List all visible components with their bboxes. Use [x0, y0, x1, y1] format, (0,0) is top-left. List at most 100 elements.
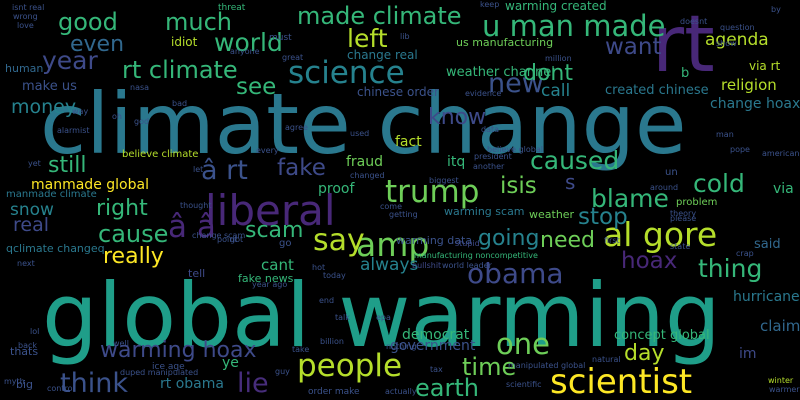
word-via: via [773, 181, 794, 197]
word-actually: actually [385, 387, 417, 396]
word-climate-change: climate change [40, 75, 687, 173]
word-want: want [605, 34, 662, 60]
word-biggest: biggest [429, 176, 459, 185]
word-created-chinese: created chinese [605, 83, 709, 98]
word-people: people [297, 348, 403, 384]
word-god: god [134, 117, 150, 126]
word-us-manufacturing: us manufacturing [456, 36, 554, 49]
word-lie: lie [237, 368, 269, 399]
word-state: state [670, 242, 691, 251]
word-democrat: democrat [402, 327, 470, 343]
word-world-leader: world leader [442, 261, 492, 270]
word-cant: cant [261, 256, 294, 274]
word-new: new [488, 68, 544, 99]
word-earth: earth [415, 374, 479, 400]
word-cause: cause [98, 220, 169, 248]
word-wrong: wrong [13, 12, 38, 21]
word-warming-created: warming created [505, 0, 607, 13]
word-amp: amp [356, 225, 430, 264]
word-man: man [716, 130, 734, 139]
word-change-real: change real [347, 48, 418, 62]
word-changed: changed [350, 171, 385, 180]
word-stop: stop [578, 204, 628, 230]
word-s: s [565, 170, 576, 194]
word-bad: bad [172, 99, 188, 108]
word-pope: pope [730, 145, 750, 154]
word-order-make: order make [308, 387, 360, 397]
word-scientist: scientist [550, 362, 693, 400]
word-by: by [771, 5, 781, 14]
word-believe-climate: believe climate [122, 149, 199, 160]
word-b: b [681, 66, 690, 81]
word-stupid: stupid [455, 239, 480, 248]
word-show: show [716, 39, 737, 48]
word-got: got [230, 235, 244, 244]
word-alarmist: alarmist [57, 126, 90, 135]
word-blame: blame [591, 184, 669, 213]
word-right: right [96, 196, 148, 221]
word-thing: thing [698, 254, 763, 283]
word-big: big [16, 378, 34, 391]
word-warming-data: warming data [396, 234, 473, 247]
word-trump: trump [385, 174, 480, 210]
word-need: need [540, 228, 595, 253]
word-winter: winter [768, 376, 794, 385]
word-let: let [193, 165, 204, 174]
word-end: end [319, 296, 335, 305]
word-million: million [545, 54, 572, 63]
word-epa: epa [376, 313, 391, 322]
word-proof: proof [318, 181, 355, 197]
word-weather-channel: weather channel [446, 65, 555, 80]
word-religion: religion [721, 76, 777, 94]
word-a-a: â â [168, 209, 216, 245]
word-warming-scam: warming scam [444, 205, 525, 218]
word-real: real [13, 214, 50, 236]
word-money: money [11, 96, 77, 118]
word-a-rt: â rt [201, 155, 248, 186]
word-tax: tax [430, 365, 443, 374]
word-day: day [624, 341, 665, 366]
word-great: great [282, 53, 304, 62]
word-u-man-made: u man made [482, 9, 666, 43]
word-year: year [42, 46, 98, 75]
word-data: data [481, 125, 500, 134]
word-lib: lib [400, 32, 410, 41]
word-change-hoax: change hoax [710, 96, 800, 112]
word-back: back [18, 341, 38, 350]
word-always: always [360, 255, 419, 275]
word-thats: thats [10, 345, 39, 358]
word-manmade-climate: manmade climate [6, 189, 97, 200]
word-way: way [72, 107, 89, 116]
word-weather: weather [529, 208, 575, 221]
word-un: un [665, 167, 678, 178]
word-love: love [17, 21, 34, 30]
word-question: question [720, 23, 755, 32]
word-fake-news: fake news [238, 272, 294, 285]
word-threat: threat [218, 3, 246, 13]
word-left: left [347, 24, 388, 53]
word-made-climate: made climate [297, 2, 462, 30]
word-talk: talk [335, 313, 350, 322]
word-today: today [323, 271, 346, 280]
word-keep: keep [480, 0, 500, 9]
word-say: say [313, 223, 365, 258]
word-getting: getting [389, 210, 418, 219]
word-american: american [762, 149, 800, 158]
word-really: really [103, 244, 164, 269]
word-take: take [292, 345, 310, 354]
word-fake: fake [277, 155, 326, 181]
word-lol: lol [30, 327, 40, 336]
word-ice-age: ice age [152, 362, 185, 372]
word-manipulated-global: manipulated global [508, 361, 586, 370]
word-rt: rt [652, 0, 715, 90]
word-evidence: evidence [465, 89, 502, 98]
word-please: please [670, 214, 697, 223]
word-caused: caused [530, 146, 620, 175]
word-duped-manipulated: duped manipulated [120, 368, 199, 377]
word-al-gore: al gore [603, 215, 718, 254]
word-chinese-order: chinese order [357, 85, 439, 99]
word-hot: hot [312, 263, 326, 272]
word-said: said [754, 237, 781, 252]
word-myth: myth [4, 377, 25, 386]
word-every: every [256, 146, 279, 155]
